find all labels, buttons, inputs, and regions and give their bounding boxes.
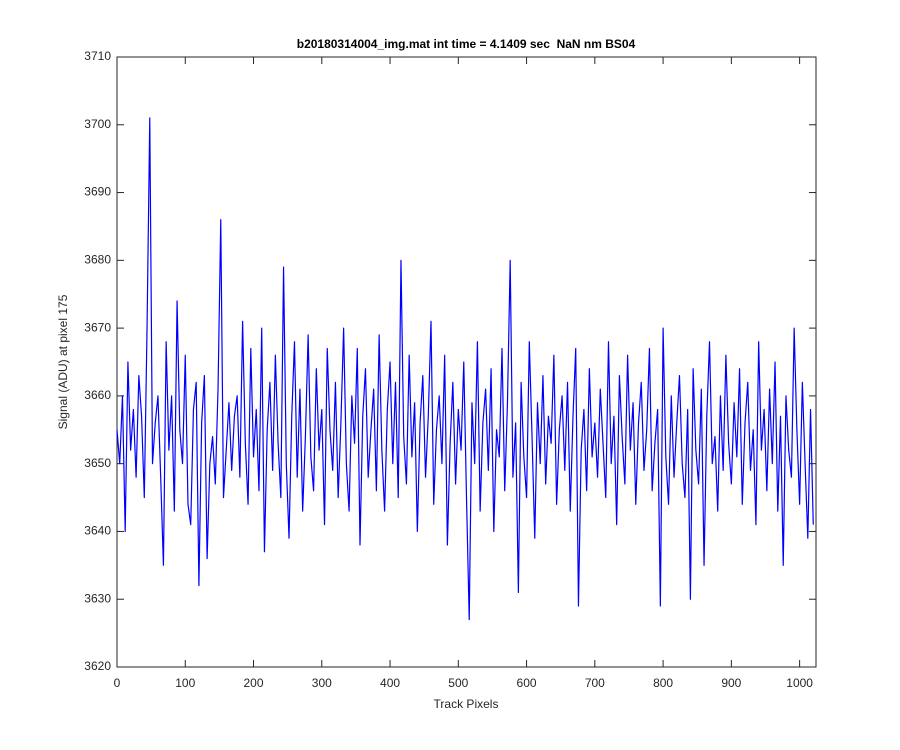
data-line	[116, 117, 814, 621]
x-tick-label: 800	[653, 676, 673, 690]
x-tick-label: 300	[312, 676, 332, 690]
y-tick-label: 3660	[84, 388, 111, 402]
x-tick-label: 500	[448, 676, 468, 690]
x-tick-label: 100	[175, 676, 195, 690]
x-tick-label: 0	[114, 676, 121, 690]
y-tick-label: 3670	[84, 320, 111, 334]
x-tick-label: 700	[585, 676, 605, 690]
chart-title: b20180314004_img.mat int time = 4.1409 s…	[297, 37, 636, 51]
x-axis-label: Track Pixels	[434, 697, 499, 711]
y-tick-label: 3620	[84, 659, 111, 673]
x-tick-label: 900	[721, 676, 741, 690]
axes-box	[116, 56, 817, 668]
y-tick-label: 3650	[84, 456, 111, 470]
y-tick-label: 3630	[84, 591, 111, 605]
x-tick-label: 600	[517, 676, 537, 690]
y-axis-label: Signal (ADU) at pixel 175	[56, 294, 70, 429]
y-tick-label: 3700	[84, 117, 111, 131]
y-tick-label: 3680	[84, 253, 111, 267]
x-tick-label: 200	[244, 676, 264, 690]
y-tick-label: 3690	[84, 185, 111, 199]
x-tick-label: 400	[380, 676, 400, 690]
y-tick-label: 3710	[84, 49, 111, 63]
y-tick-label: 3640	[84, 524, 111, 538]
x-tick-label: 1000	[786, 676, 813, 690]
